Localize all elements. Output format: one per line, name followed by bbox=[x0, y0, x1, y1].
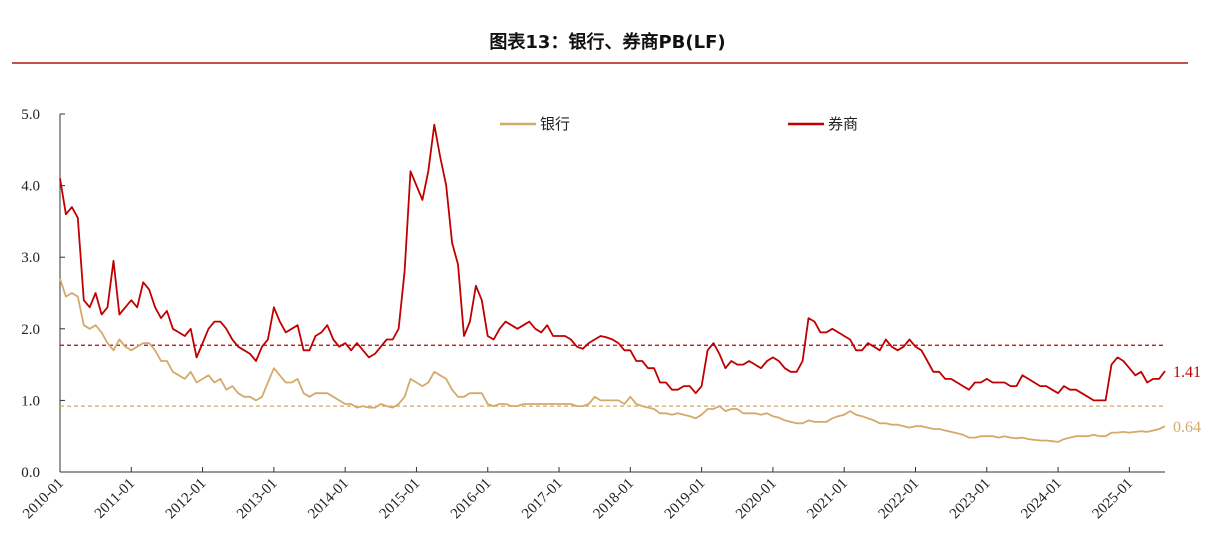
x-tick-label: 2011-01 bbox=[92, 476, 138, 522]
x-tick-label: 2016-01 bbox=[448, 476, 495, 523]
series-line-1 bbox=[59, 278, 1166, 443]
y-tick-label: 1.0 bbox=[21, 393, 40, 409]
x-tick-label: 2017-01 bbox=[519, 476, 566, 523]
y-tick-label: 4.0 bbox=[21, 179, 40, 195]
x-tick-label: 2023-01 bbox=[947, 476, 994, 523]
x-tick-label: 2024-01 bbox=[1018, 476, 1065, 523]
legend: 银行 券商 bbox=[500, 115, 858, 133]
x-tick-label: 2013-01 bbox=[234, 476, 281, 523]
axes: 0.0 1.0 2.0 3.0 4.0 5.0 2010-01 2011-01 2012-01 2… bbox=[20, 107, 1165, 522]
end-value-label: 1.41 bbox=[1173, 364, 1201, 381]
y-tick-label: 5.0 bbox=[21, 107, 40, 123]
average-lines bbox=[60, 344, 1165, 407]
x-tick-label: 2018-01 bbox=[590, 476, 637, 523]
legend-label: 银行 bbox=[540, 115, 570, 133]
x-tick-label: 2014-01 bbox=[305, 476, 352, 523]
x-tick-label: 2015-01 bbox=[377, 476, 424, 523]
x-tick-label: 2010-01 bbox=[20, 476, 67, 523]
end-labels: 0.64 1.41 bbox=[1173, 364, 1201, 436]
series-lines bbox=[59, 123, 1166, 443]
x-tick-label: 2019-01 bbox=[662, 476, 709, 523]
x-tick-label: 2025-01 bbox=[1090, 476, 1137, 523]
x-tick-label: 2021-01 bbox=[804, 476, 851, 523]
end-value-label: 0.64 bbox=[1173, 419, 1201, 436]
x-tick-label: 2022-01 bbox=[876, 476, 923, 523]
title-divider bbox=[12, 62, 1188, 64]
x-tick-label: 2020-01 bbox=[733, 476, 780, 523]
y-tick-label: 0.0 bbox=[21, 465, 40, 481]
series-line-2 bbox=[59, 123, 1166, 402]
legend-label: 券商 bbox=[828, 115, 858, 133]
chart-title: 图表13：银行、券商PB(LF) bbox=[489, 32, 726, 53]
y-tick-label: 2.0 bbox=[21, 322, 40, 338]
y-tick-label: 3.0 bbox=[21, 250, 40, 266]
x-tick-label: 2012-01 bbox=[163, 476, 210, 523]
